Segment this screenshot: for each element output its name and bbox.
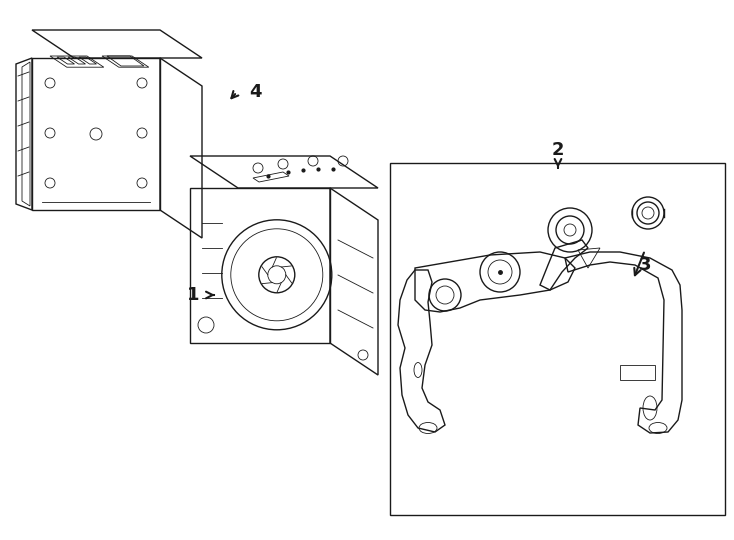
Text: 2: 2	[552, 141, 564, 159]
Text: 1: 1	[186, 286, 199, 304]
Text: 3: 3	[639, 256, 651, 274]
Text: 4: 4	[249, 83, 261, 101]
